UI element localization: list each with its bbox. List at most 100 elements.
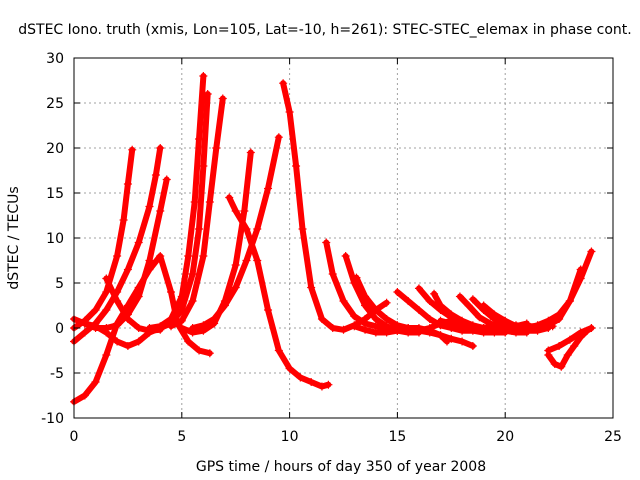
series-trace	[480, 266, 584, 331]
data-point	[322, 238, 331, 247]
data-point	[414, 326, 423, 335]
data-point	[479, 301, 488, 310]
x-tick-label: 25	[604, 429, 622, 445]
data-point	[285, 108, 294, 116]
data-point	[102, 288, 111, 296]
data-point	[425, 297, 434, 305]
data-point	[587, 324, 596, 332]
series-trace	[280, 80, 390, 333]
data-point	[231, 261, 240, 269]
data-point	[246, 148, 255, 157]
data-point	[425, 328, 434, 337]
data-point	[576, 328, 585, 337]
data-point	[436, 331, 445, 340]
series-trace	[502, 248, 595, 331]
data-point	[203, 90, 212, 98]
data-point	[80, 319, 89, 328]
data-point	[102, 306, 111, 314]
data-point	[134, 283, 143, 292]
series-trace	[71, 146, 136, 331]
data-point	[393, 321, 402, 330]
data-point	[447, 334, 456, 343]
data-point	[576, 274, 585, 283]
data-point	[91, 306, 100, 314]
data-point	[328, 270, 337, 278]
data-point	[167, 322, 176, 331]
data-point	[436, 316, 445, 325]
data-point	[404, 297, 413, 305]
data-point	[242, 256, 251, 265]
data-point	[458, 337, 467, 346]
data-point	[113, 252, 122, 260]
data-point	[328, 324, 337, 332]
data-point	[167, 288, 176, 296]
data-point	[307, 378, 316, 386]
data-point	[177, 316, 186, 325]
series-24	[501, 247, 596, 332]
data-point	[80, 391, 89, 400]
data-point	[134, 238, 143, 247]
series-trace	[81, 320, 164, 349]
data-point	[464, 301, 473, 310]
data-point	[145, 324, 154, 332]
data-point	[544, 316, 553, 325]
data-point	[382, 328, 391, 337]
series-17	[352, 273, 477, 350]
data-point	[274, 133, 283, 142]
data-point	[151, 171, 160, 179]
data-point	[274, 346, 283, 355]
data-point	[156, 207, 165, 215]
data-point	[145, 202, 154, 211]
data-point	[210, 315, 219, 323]
data-point	[371, 306, 380, 314]
data-point	[382, 315, 391, 323]
data-point	[188, 297, 197, 305]
data-point	[350, 322, 359, 331]
data-point	[156, 252, 165, 260]
x-tick-label: 20	[496, 429, 514, 445]
data-point	[123, 301, 132, 310]
data-point	[501, 321, 510, 330]
data-point	[123, 265, 132, 274]
data-point	[199, 252, 208, 260]
data-point	[565, 297, 574, 305]
y-tick-label: 30	[46, 51, 64, 67]
series-12	[225, 193, 333, 391]
data-point	[184, 337, 193, 346]
y-tick-label: 5	[55, 276, 64, 292]
data-point	[511, 321, 520, 330]
data-point	[199, 321, 208, 330]
data-point	[414, 306, 423, 314]
data-point	[195, 346, 204, 355]
data-point	[91, 322, 100, 331]
data-point	[371, 328, 380, 337]
data-point	[555, 342, 564, 350]
y-tick-label: 10	[46, 231, 64, 247]
data-point	[123, 315, 132, 323]
data-point	[339, 325, 348, 334]
data-point	[195, 225, 204, 233]
data-point	[123, 342, 132, 350]
data-point	[199, 72, 208, 80]
data-point	[190, 198, 199, 206]
data-point	[279, 79, 288, 88]
data-point	[80, 328, 89, 337]
data-point	[113, 297, 122, 305]
data-point	[324, 380, 333, 389]
chart-title: dSTEC Iono. truth (xmis, Lon=105, Lat=-1…	[18, 22, 631, 38]
data-point	[587, 247, 596, 256]
data-point	[361, 292, 370, 301]
data-point	[102, 351, 111, 359]
data-point	[563, 351, 572, 359]
data-point	[199, 162, 208, 170]
data-point	[145, 256, 154, 265]
series-trace	[437, 317, 541, 331]
data-point	[447, 319, 456, 328]
data-point	[123, 180, 132, 188]
data-point	[361, 325, 370, 334]
data-point	[177, 324, 186, 332]
data-point	[550, 360, 559, 368]
data-point	[91, 378, 100, 386]
data-point	[225, 193, 234, 202]
data-point	[128, 145, 137, 154]
